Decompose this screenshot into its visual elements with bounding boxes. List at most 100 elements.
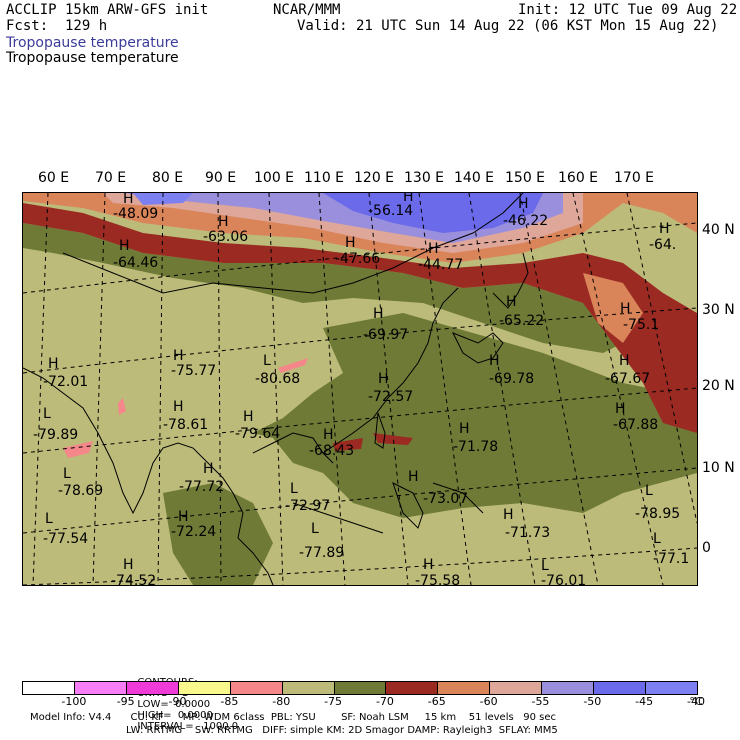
olive-region-2 — [163, 483, 273, 585]
lon-label: 70 E — [95, 170, 127, 186]
map-value: -79.89 — [33, 427, 78, 443]
salmon-patch-2 — [63, 441, 93, 458]
map-value: -56.14 — [368, 203, 413, 219]
map-letter: H — [373, 306, 384, 322]
colorbar-tick: -60 — [479, 695, 498, 708]
colorbar-unit: °C — [689, 695, 703, 708]
contour-field-name: Tropopause temperature — [6, 50, 179, 66]
coastlines — [23, 193, 529, 585]
colorbar-tick: -95 — [116, 695, 135, 708]
map-value: -73.07 — [423, 491, 468, 507]
map-value: -64.46 — [113, 255, 158, 271]
colorbar-cell — [126, 682, 179, 694]
colorbar-tick: -85 — [220, 695, 239, 708]
dark-red-patch — [333, 438, 363, 451]
map-letter: H — [506, 294, 517, 310]
lon-label: 110 E — [304, 170, 345, 186]
colorbar-cell — [74, 682, 127, 694]
dark-red-patch-2 — [373, 433, 413, 445]
map-letter: H — [620, 301, 631, 317]
map-letter: H — [428, 241, 439, 257]
map-value: -75.1 — [623, 317, 659, 333]
map-letter: H — [423, 557, 434, 573]
map-letter: H — [403, 193, 414, 205]
colorbar-cell — [594, 682, 647, 694]
map-value: -75.77 — [171, 363, 216, 379]
map-value: -77.72 — [179, 479, 224, 495]
map-value: -67.67 — [605, 371, 650, 387]
map-value: -80.68 — [255, 371, 300, 387]
map-value: -68.43 — [309, 443, 354, 459]
colorbar-tick: -90 — [168, 695, 187, 708]
colorbar-cell — [438, 682, 491, 694]
map-letter: H — [178, 509, 189, 525]
map-letter: H — [518, 196, 529, 212]
map-letter: H — [243, 409, 254, 425]
map-letter: H — [489, 353, 500, 369]
olive-region-3 — [23, 223, 623, 353]
map-letter: H — [48, 356, 59, 372]
map-letter: L — [63, 466, 71, 482]
shaded-field-name: Tropopause temperature — [6, 35, 179, 51]
map-letter: L — [653, 531, 661, 547]
olive-region — [253, 313, 697, 518]
lat-label: 30 N — [702, 302, 735, 318]
colorbar-tick: -40 — [687, 695, 705, 708]
map-letter: H — [203, 461, 214, 477]
map-value: -78.61 — [163, 417, 208, 433]
map-letter: H — [378, 371, 389, 387]
lat-label: 20 N — [702, 378, 735, 394]
colorbar-tick: -100 — [61, 695, 87, 708]
colorbar-tick: -55 — [531, 695, 550, 708]
map-letter: H — [173, 399, 184, 415]
organization: NCAR/MMM — [273, 2, 341, 18]
colorbar-cell — [23, 682, 75, 694]
colorbar-tick: -75 — [324, 695, 343, 708]
lon-label: 150 E — [505, 170, 546, 186]
lon-label: 80 E — [152, 170, 184, 186]
colorbar-tick: -45 — [635, 695, 654, 708]
lat-label: 40 N — [702, 222, 735, 238]
colorbar-cell — [646, 682, 697, 694]
forecast-hour: Fcst: 129 h — [6, 18, 108, 34]
map-letter: L — [645, 483, 653, 499]
colorbar-cell — [490, 682, 543, 694]
blue-core-west — [133, 193, 193, 205]
map-value: -71.78 — [453, 439, 498, 455]
lon-label: 130 E — [404, 170, 445, 186]
lat-label: 0 — [702, 540, 711, 556]
map-value: -65.22 — [499, 313, 544, 329]
map-letter: L — [263, 353, 271, 369]
map-value: -77.89 — [299, 545, 344, 561]
lon-label: 90 E — [205, 170, 237, 186]
map-letter: L — [311, 521, 319, 537]
colorbar-cell — [230, 682, 283, 694]
colorbar-tick: -65 — [427, 695, 446, 708]
map-letter: H — [408, 469, 419, 485]
map-value: -72.01 — [43, 374, 88, 390]
lon-label: 60 E — [38, 170, 70, 186]
colorbar-cell — [334, 682, 387, 694]
map-letter: L — [43, 406, 51, 422]
map-value: -63.06 — [203, 229, 248, 245]
map-value: -75.58 — [415, 573, 460, 585]
map-letter: H — [503, 507, 514, 523]
map-value: -78.69 — [58, 483, 103, 499]
map-value: -69.97 — [363, 327, 408, 343]
map-value: -77.54 — [43, 531, 88, 547]
colorbar-tick: -70 — [375, 695, 394, 708]
map-letter: H — [345, 235, 356, 251]
map-value: -79.64 — [235, 426, 280, 442]
map-value: -72.97 — [285, 498, 330, 514]
interval-label: INTERVAL= 1000.0 — [137, 721, 239, 732]
high-label: HIGH= 0.0000 — [137, 710, 213, 721]
map-value: -74.52 — [111, 573, 156, 585]
lon-label: 140 E — [454, 170, 495, 186]
lon-label: 160 E — [558, 170, 599, 186]
tropopause-map: H -48.09 H -63.06 H -56.14 H -46.22 H -6… — [23, 193, 697, 585]
map-letter: L — [541, 558, 549, 574]
map-letter: L — [290, 481, 298, 497]
map-value: -44.77 — [418, 257, 463, 273]
map-value: -72.57 — [368, 389, 413, 405]
map-letter: H — [218, 214, 229, 230]
